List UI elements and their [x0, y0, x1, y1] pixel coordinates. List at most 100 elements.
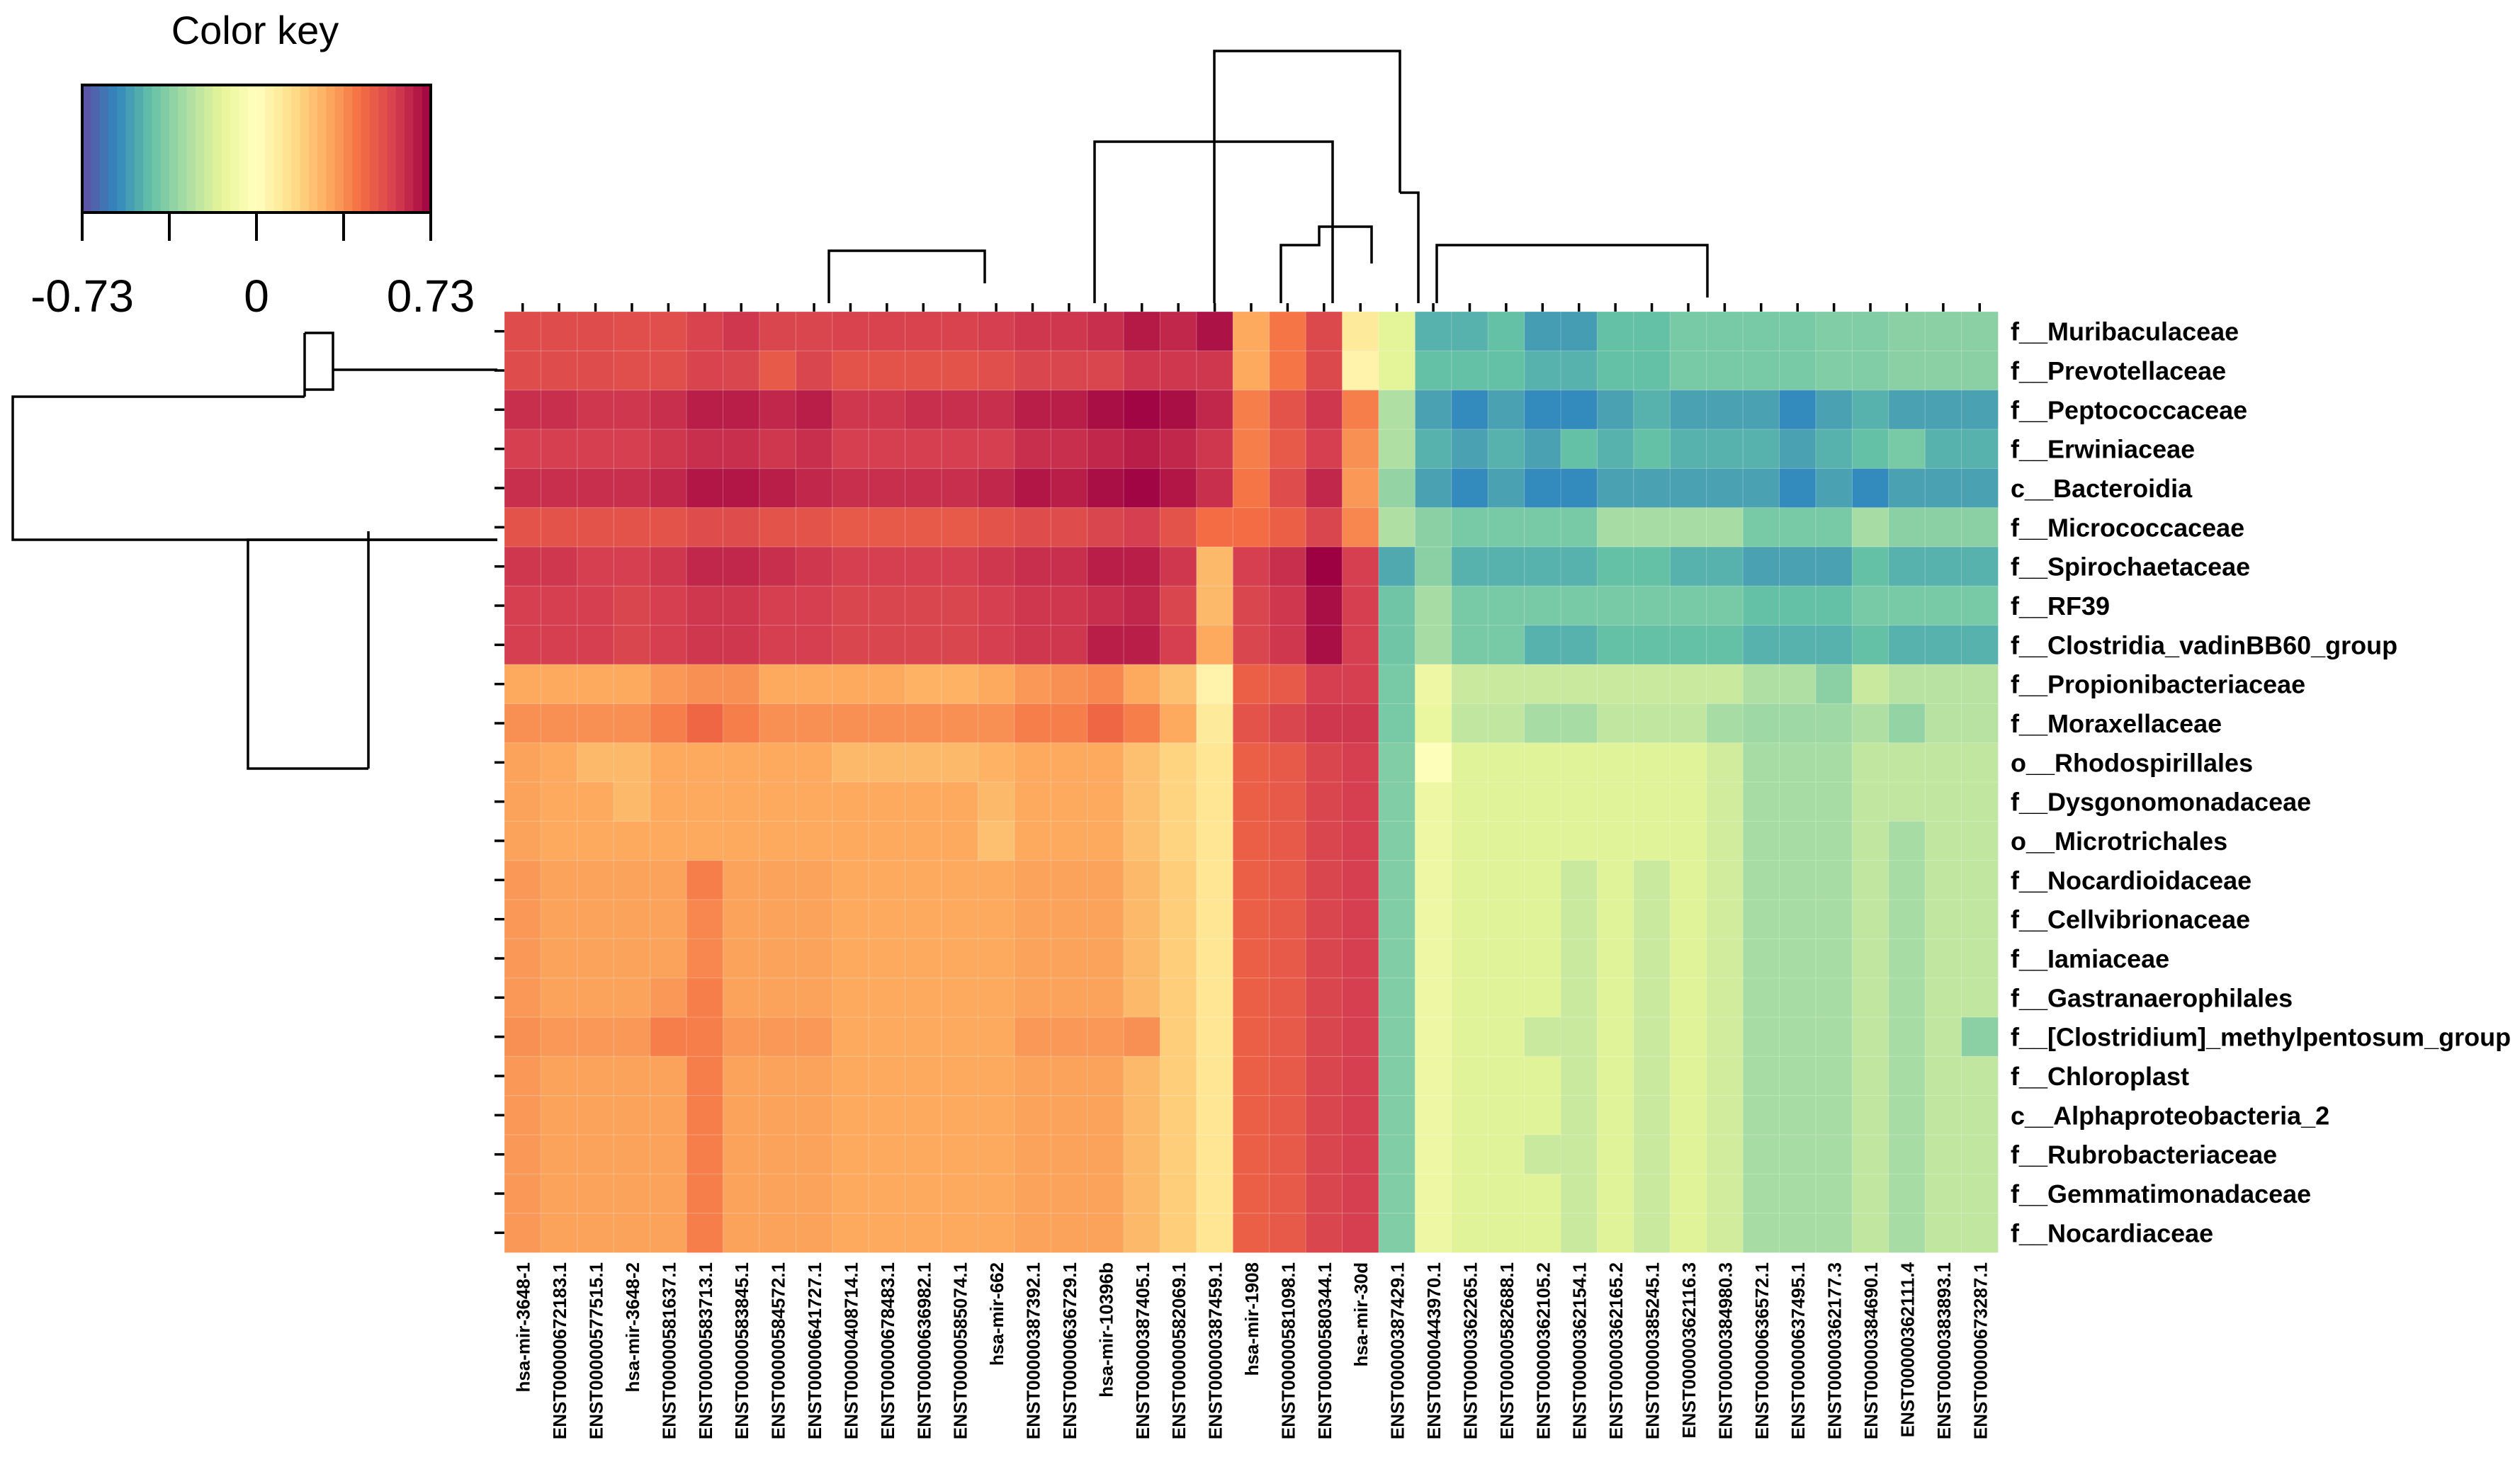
heatmap-cell	[1050, 1173, 1088, 1214]
heatmap-cell	[686, 899, 724, 940]
heatmap-cell	[504, 429, 542, 470]
color-key-band	[256, 85, 266, 213]
heatmap-cell	[1087, 742, 1125, 783]
heatmap-cell	[650, 742, 688, 783]
heatmap-cell	[941, 703, 979, 744]
heatmap-cell	[977, 664, 1015, 705]
color-key-band	[91, 85, 101, 213]
heatmap-cell	[1633, 546, 1671, 587]
heatmap-cell	[1378, 311, 1416, 352]
color-key-band	[317, 85, 327, 213]
heatmap-cell	[504, 703, 542, 744]
row-label: f__Nocardiaceae	[2011, 1218, 2213, 1247]
heatmap-cell	[1487, 311, 1525, 352]
heatmap-cell	[941, 350, 979, 391]
heatmap-cell	[1779, 1173, 1816, 1214]
heatmap-cell	[759, 899, 797, 940]
heatmap-cell	[540, 546, 578, 587]
heatmap-cell	[1669, 664, 1707, 705]
heatmap-cell	[1087, 507, 1125, 548]
heatmap-cell	[1779, 390, 1816, 430]
heatmap-cell	[577, 978, 615, 1019]
column-dendrogram	[521, 50, 1982, 312]
column-label: hsa-mir-10396b	[1095, 1262, 1117, 1398]
heatmap-cell	[504, 1016, 542, 1058]
heatmap-cell	[759, 311, 797, 352]
heatmap-cell	[686, 1213, 724, 1254]
heatmap-cell	[1706, 546, 1744, 587]
heatmap-cell	[1815, 350, 1853, 391]
heatmap-cell	[759, 585, 797, 626]
heatmap-cell	[577, 899, 615, 940]
heatmap-cell	[1159, 1095, 1197, 1136]
heatmap-cell	[1451, 1134, 1489, 1175]
heatmap-cell	[1232, 429, 1270, 470]
heatmap-cell	[613, 820, 651, 861]
heatmap-cell	[1196, 390, 1234, 430]
heatmap-cell	[1633, 860, 1671, 901]
heatmap-cell	[832, 703, 870, 744]
heatmap-cell	[1924, 507, 1962, 548]
heatmap-cell	[1779, 468, 1816, 509]
heatmap-cell	[1487, 1134, 1525, 1175]
heatmap-cell	[868, 781, 906, 822]
heatmap-cell	[1779, 507, 1816, 548]
heatmap-cell	[905, 507, 942, 548]
heatmap-cell	[1269, 1016, 1307, 1058]
heatmap-cell	[1232, 507, 1270, 548]
heatmap-cell	[686, 703, 724, 744]
heatmap-cell	[1596, 938, 1634, 979]
heatmap-cell	[1633, 468, 1671, 509]
heatmap-cell	[577, 585, 615, 626]
heatmap-cell	[1633, 390, 1671, 430]
heatmap-cell	[1232, 1173, 1270, 1214]
heatmap-cell	[1851, 429, 1889, 470]
column-label: ENST00000362105.2	[1532, 1262, 1554, 1439]
heatmap-cell	[1123, 860, 1161, 901]
heatmap-cell	[1815, 311, 1853, 352]
heatmap-cell	[1633, 311, 1671, 352]
heatmap-cell	[941, 742, 979, 783]
heatmap-cell	[650, 468, 688, 509]
heatmap-cell	[1342, 742, 1379, 783]
heatmap-cell	[1305, 1213, 1343, 1254]
heatmap-cell	[1560, 390, 1598, 430]
heatmap-cell	[1815, 820, 1853, 861]
heatmap-cell	[1414, 899, 1452, 940]
heatmap-cell	[1924, 390, 1962, 430]
heatmap-cell	[1815, 860, 1853, 901]
column-label: ENST00000641727.1	[804, 1262, 825, 1439]
heatmap-cell	[977, 625, 1015, 665]
heatmap-cell	[1014, 390, 1052, 430]
heatmap-cell	[1524, 742, 1562, 783]
heatmap-cell	[1196, 1213, 1234, 1254]
heatmap-cell	[1961, 664, 1999, 705]
heatmap-cell	[1560, 585, 1598, 626]
heatmap-cell	[504, 860, 542, 901]
heatmap-cell	[1159, 781, 1197, 822]
heatmap-cell	[1305, 507, 1343, 548]
heatmap-cell	[1305, 860, 1343, 901]
heatmap-cell	[1451, 899, 1489, 940]
heatmap-cell	[1742, 938, 1780, 979]
heatmap-cell	[832, 1134, 870, 1175]
heatmap-cell	[1269, 899, 1307, 940]
heatmap-cell	[577, 625, 615, 665]
heatmap-cell	[1851, 350, 1889, 391]
heatmap-cell	[1888, 311, 1926, 352]
heatmap-cell	[1159, 1173, 1197, 1214]
heatmap-cell	[1669, 820, 1707, 861]
heatmap-cell	[832, 546, 870, 587]
heatmap-cell	[905, 429, 942, 470]
heatmap-cell	[1742, 899, 1780, 940]
heatmap-cell	[540, 350, 578, 391]
heatmap-cell	[832, 468, 870, 509]
heatmap-cell	[1815, 1055, 1853, 1097]
heatmap-cell	[686, 820, 724, 861]
column-label: ENST00000577515.1	[586, 1262, 607, 1439]
heatmap-cell	[1669, 311, 1707, 352]
heatmap-cell	[613, 390, 651, 430]
heatmap-cell	[1706, 1213, 1744, 1254]
heatmap-cell	[868, 546, 906, 587]
heatmap-cell	[1232, 820, 1270, 861]
